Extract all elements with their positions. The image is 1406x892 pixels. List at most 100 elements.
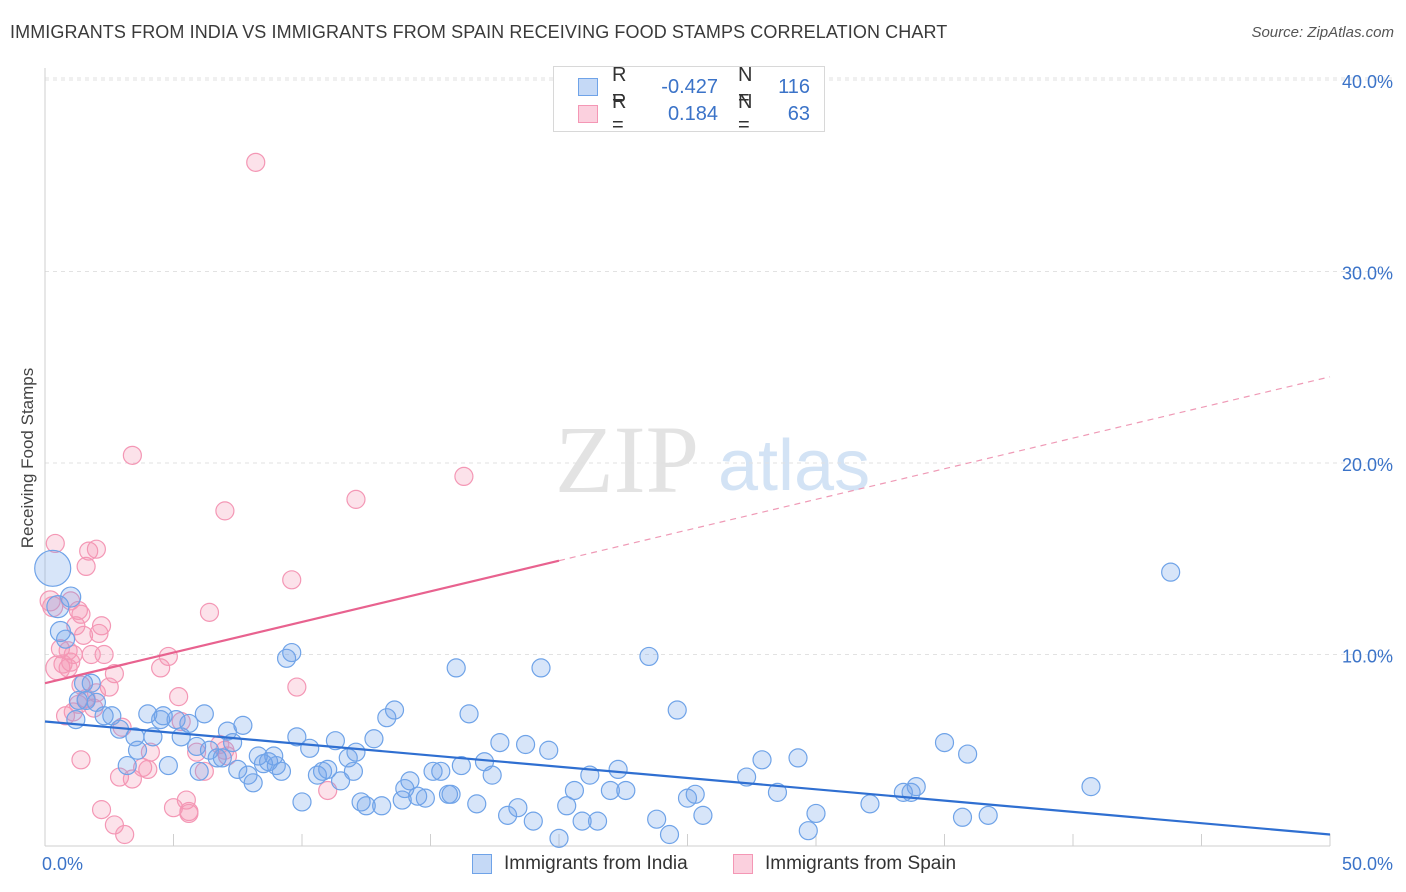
india-point bbox=[531, 658, 551, 678]
spain-point bbox=[246, 152, 266, 172]
india-point bbox=[60, 586, 82, 608]
india-point bbox=[572, 811, 592, 831]
legend-r-label: R = bbox=[612, 91, 627, 136]
bottom-legend-spain: Immigrants from Spain bbox=[733, 852, 956, 876]
india-point bbox=[415, 788, 435, 808]
india-point bbox=[166, 710, 186, 730]
india-point bbox=[271, 761, 292, 781]
spain-point bbox=[199, 602, 220, 622]
india-point bbox=[446, 658, 466, 678]
india-point bbox=[384, 700, 405, 720]
legend-row-india: R = -0.427 N = 116 bbox=[578, 64, 810, 109]
chart-title: IMMIGRANTS FROM INDIA VS IMMIGRANTS FROM… bbox=[10, 22, 948, 42]
legend-swatch-india bbox=[578, 78, 598, 96]
india-point bbox=[292, 792, 312, 812]
india-point bbox=[346, 742, 366, 762]
india-point bbox=[395, 778, 415, 799]
india-point bbox=[356, 796, 376, 816]
spain-point bbox=[79, 541, 99, 561]
india-point bbox=[228, 759, 248, 780]
india-point bbox=[515, 734, 536, 755]
india-point bbox=[431, 761, 451, 781]
india-point bbox=[282, 642, 302, 663]
india-point bbox=[441, 784, 461, 804]
india-point bbox=[508, 798, 528, 818]
india-point bbox=[798, 821, 818, 841]
india-point bbox=[66, 710, 86, 730]
spain-point bbox=[61, 652, 81, 672]
x-tick-label: 50.0% bbox=[1342, 854, 1393, 874]
spain-point bbox=[454, 466, 474, 487]
india-point bbox=[364, 729, 384, 749]
y-axis-label: Receiving Food Stamps bbox=[18, 368, 37, 548]
india-point bbox=[1161, 562, 1181, 582]
legend: R = -0.427 N = 116 R = 0.184 N = 63 bbox=[553, 64, 825, 136]
bottom-legend-swatch-india bbox=[472, 854, 492, 874]
india-point bbox=[737, 767, 757, 787]
india-point bbox=[685, 784, 705, 804]
india-point bbox=[372, 796, 392, 816]
india-point bbox=[194, 704, 214, 724]
india-point bbox=[523, 811, 543, 831]
india-point bbox=[117, 755, 137, 776]
spain-points bbox=[39, 152, 474, 845]
india-point bbox=[451, 755, 471, 776]
india-point bbox=[1081, 777, 1101, 797]
bottom-legend-label-india: Immigrants from India bbox=[504, 853, 688, 874]
x-tick-label: 0.0% bbox=[42, 854, 83, 874]
india-trend-line bbox=[44, 720, 1331, 836]
spain-point bbox=[346, 489, 366, 509]
india-point bbox=[330, 771, 351, 791]
spain-point bbox=[94, 644, 114, 665]
axis-labels: Receiving Food Stamps 10.0% 20.0% 30.0% 40.… bbox=[18, 72, 1393, 874]
india-point bbox=[351, 792, 371, 812]
india-point bbox=[459, 704, 479, 724]
spain-point bbox=[215, 740, 235, 760]
india-point bbox=[233, 715, 253, 735]
spain-point bbox=[194, 761, 214, 781]
india-point bbox=[34, 549, 72, 587]
india-point bbox=[287, 727, 307, 747]
india-point bbox=[223, 732, 243, 753]
spain-point bbox=[122, 445, 142, 465]
bottom-legend-swatch-spain bbox=[733, 854, 753, 874]
india-point bbox=[482, 765, 502, 785]
y-tick-label: 40.0% bbox=[1342, 72, 1393, 92]
india-point bbox=[187, 736, 207, 757]
india-point bbox=[587, 811, 608, 831]
india-point bbox=[934, 732, 955, 753]
india-point bbox=[153, 706, 173, 726]
spain-point bbox=[282, 570, 302, 590]
india-point bbox=[276, 648, 297, 668]
india-point bbox=[318, 759, 338, 780]
india-point bbox=[325, 731, 346, 751]
india-point bbox=[189, 761, 209, 781]
india-point bbox=[639, 646, 659, 667]
india-point bbox=[752, 750, 772, 770]
india-point bbox=[490, 732, 510, 753]
legend-r-value: 0.184 bbox=[667, 102, 718, 125]
watermark-atlas: atlas bbox=[718, 426, 870, 506]
india-point bbox=[958, 744, 978, 764]
india-point bbox=[557, 796, 577, 816]
legend-n-value: 63 bbox=[787, 102, 810, 125]
legend-swatch-spain bbox=[578, 105, 598, 123]
spain-point bbox=[169, 687, 189, 707]
legend-r-label: R = bbox=[612, 64, 627, 109]
y-tick-label: 10.0% bbox=[1342, 647, 1393, 667]
india-point bbox=[952, 807, 973, 827]
y-tick-label: 30.0% bbox=[1342, 264, 1393, 284]
spain-point bbox=[86, 539, 107, 559]
india-point bbox=[767, 782, 788, 802]
bottom-legend-label-spain: Immigrants from Spain bbox=[765, 853, 957, 874]
india-point bbox=[300, 738, 320, 758]
spain-point bbox=[91, 800, 112, 820]
india-point bbox=[127, 740, 148, 760]
india-point bbox=[392, 790, 412, 810]
spain-point bbox=[287, 677, 307, 697]
india-point bbox=[179, 713, 199, 734]
spain-trend-line bbox=[44, 559, 560, 685]
india-point bbox=[549, 828, 569, 848]
india-point bbox=[616, 780, 636, 801]
bottom-legend-india: Immigrants from India bbox=[472, 852, 688, 876]
